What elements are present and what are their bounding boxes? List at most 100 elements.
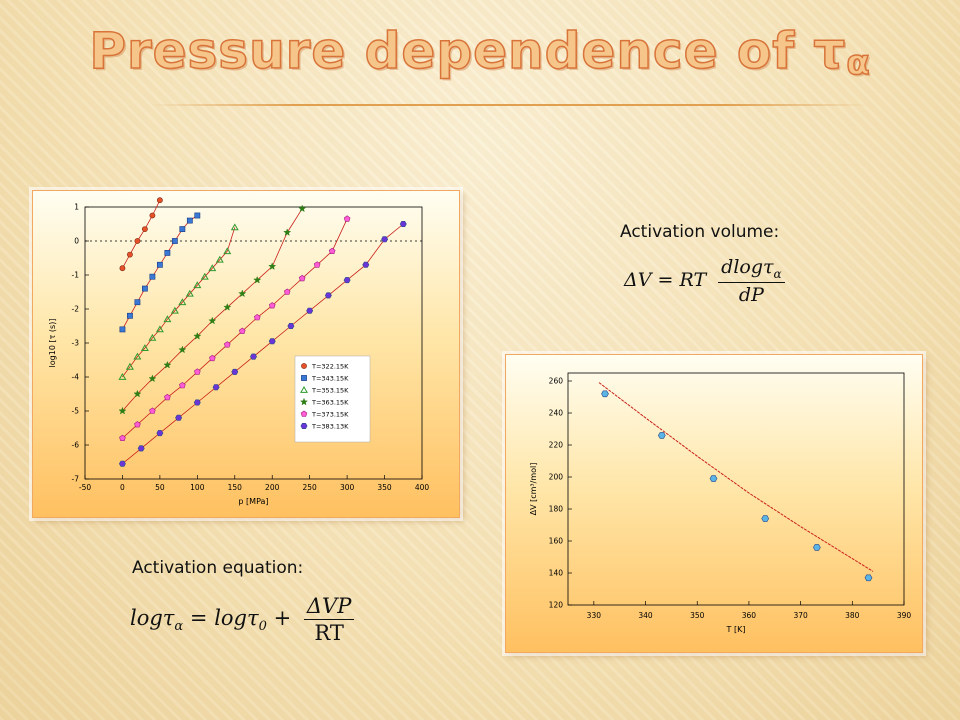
data-point <box>134 299 141 306</box>
data-point <box>149 273 156 280</box>
data-point <box>119 434 126 441</box>
data-point <box>155 325 164 333</box>
series-group <box>118 220 407 467</box>
y-tick-label: 180 <box>549 505 564 514</box>
x-tick-label: 250 <box>303 483 318 492</box>
series-group <box>118 223 239 380</box>
data-point <box>399 220 407 228</box>
legend-marker <box>301 363 307 369</box>
data-point <box>156 261 163 268</box>
data-point <box>208 264 217 272</box>
data-point <box>223 302 232 311</box>
data-point <box>156 430 164 437</box>
legend-label: T=343.15K <box>311 375 349 383</box>
data-point <box>231 368 239 375</box>
legend-marker <box>301 375 307 381</box>
x-tick-label: 50 <box>155 483 165 492</box>
data-point <box>193 399 201 406</box>
series-fit-line <box>122 208 303 412</box>
data-point <box>283 288 291 295</box>
y-tick-label: 120 <box>549 601 564 610</box>
series-group <box>118 204 307 415</box>
series-fit-line <box>122 215 198 330</box>
legend-label: T=363.15K <box>311 399 349 407</box>
data-point <box>268 262 277 270</box>
y-axis-label: log10 [τ (s)] <box>48 319 57 368</box>
x-tick-label: 350 <box>690 611 705 620</box>
x-tick-label: 370 <box>793 611 808 620</box>
data-point <box>164 249 171 256</box>
data-point <box>164 393 171 401</box>
y-tick-label: 160 <box>549 537 564 546</box>
pressure-chart: -50 0 50 100 150 200 250 300 350 400 1 0 -1 -2 -3 -4 -5 -… <box>48 197 430 506</box>
data-point <box>343 215 351 222</box>
activation-volume-chart-panel: 330 340 350 360 370 380 390 120 140 160 180 200 220 2… <box>505 354 923 653</box>
legend-marker <box>300 423 308 429</box>
x-tick-label: 100 <box>190 483 205 492</box>
legend-label: T=383.13K <box>311 423 349 431</box>
plot-frame <box>84 206 423 480</box>
x-axis-label: p [MPa] <box>238 497 268 506</box>
fit-curve <box>598 382 874 572</box>
data-point <box>133 352 142 360</box>
data-point <box>185 289 194 297</box>
data-point <box>194 368 201 375</box>
y-tick-label: 220 <box>549 441 564 450</box>
legend-label: T=353.15K <box>311 387 349 395</box>
data-point <box>223 341 231 348</box>
data-point <box>601 390 609 398</box>
data-point <box>178 345 187 354</box>
data-point <box>193 281 202 289</box>
x-axis-label: T [K] <box>726 625 746 634</box>
data-point <box>175 414 183 421</box>
x-tick-label: 390 <box>897 611 912 620</box>
data-point <box>298 274 306 282</box>
data-point <box>137 445 145 452</box>
x-tick-label: 200 <box>265 483 280 492</box>
data-point <box>186 217 193 224</box>
activation-volume-equation: ΔV = RT dlogτα dP <box>624 256 785 306</box>
y-tick-label: -2 <box>72 305 80 314</box>
series-fit-line <box>122 200 161 269</box>
data-point <box>149 407 156 414</box>
data-point <box>230 223 239 231</box>
data-point <box>142 285 148 292</box>
x-tick-label: 360 <box>742 611 757 620</box>
series-group <box>119 215 351 441</box>
data-point <box>238 327 246 334</box>
series-group <box>119 197 163 272</box>
x-tick-label: 150 <box>228 483 243 492</box>
data-point <box>298 204 307 213</box>
data-point <box>118 406 127 415</box>
data-point <box>250 353 257 360</box>
data-point <box>134 421 141 428</box>
data-point <box>134 238 141 244</box>
legend-marker <box>300 385 308 393</box>
data-point <box>761 515 770 522</box>
data-point <box>306 307 314 314</box>
data-point <box>156 197 163 204</box>
data-point <box>127 312 133 319</box>
data-point <box>381 236 389 243</box>
y-tick-label: -3 <box>72 339 80 348</box>
data-point <box>171 238 178 244</box>
data-point <box>170 306 179 314</box>
y-tick-label: 140 <box>549 569 564 578</box>
data-point <box>268 302 276 309</box>
y-tick-label: -7 <box>72 475 80 484</box>
data-point <box>208 316 217 325</box>
y-tick-label: 240 <box>549 409 564 418</box>
series-fit-line <box>122 223 404 465</box>
data-point <box>200 272 209 280</box>
series-group <box>601 390 873 582</box>
data-point <box>813 544 821 551</box>
data-point <box>328 247 336 255</box>
data-point <box>194 212 201 219</box>
data-point <box>148 333 157 341</box>
y-tick-label: -6 <box>72 441 80 450</box>
data-point <box>657 432 666 439</box>
x-tick-label: 400 <box>415 483 430 492</box>
y-tick-label: 1 <box>74 203 79 212</box>
data-point <box>163 360 172 369</box>
data-point <box>238 289 247 298</box>
